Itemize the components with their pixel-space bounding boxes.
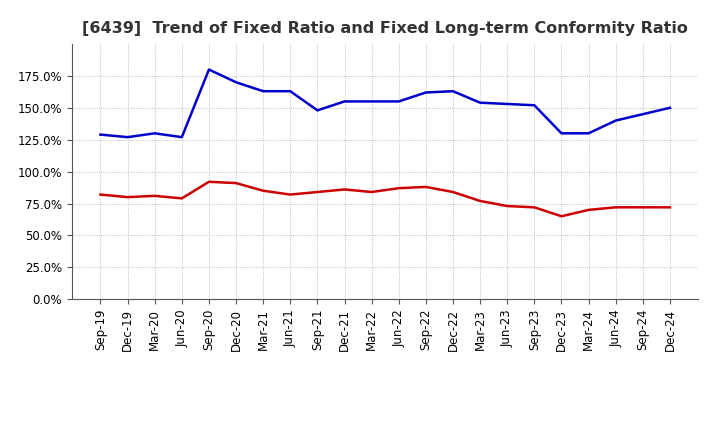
Fixed Long-term Conformity Ratio [611, 205, 620, 210]
Fixed Ratio [421, 90, 430, 95]
Fixed Ratio [639, 111, 647, 117]
Fixed Ratio [178, 135, 186, 140]
Fixed Long-term Conformity Ratio [421, 184, 430, 190]
Fixed Long-term Conformity Ratio [341, 187, 349, 192]
Fixed Long-term Conformity Ratio [639, 205, 647, 210]
Line: Fixed Ratio: Fixed Ratio [101, 70, 670, 137]
Fixed Ratio [123, 135, 132, 140]
Fixed Ratio [530, 103, 539, 108]
Fixed Long-term Conformity Ratio [367, 189, 376, 194]
Fixed Long-term Conformity Ratio [313, 189, 322, 194]
Fixed Long-term Conformity Ratio [286, 192, 294, 197]
Fixed Long-term Conformity Ratio [204, 179, 213, 184]
Fixed Long-term Conformity Ratio [178, 196, 186, 201]
Fixed Ratio [395, 99, 403, 104]
Fixed Ratio [150, 131, 159, 136]
Fixed Long-term Conformity Ratio [96, 192, 105, 197]
Fixed Ratio [476, 100, 485, 105]
Fixed Ratio [367, 99, 376, 104]
Fixed Ratio [503, 101, 511, 106]
Fixed Long-term Conformity Ratio [503, 203, 511, 209]
Fixed Ratio [259, 88, 268, 94]
Fixed Ratio [313, 108, 322, 113]
Fixed Ratio [665, 105, 674, 110]
Fixed Ratio [611, 118, 620, 123]
Fixed Long-term Conformity Ratio [584, 207, 593, 213]
Line: Fixed Long-term Conformity Ratio: Fixed Long-term Conformity Ratio [101, 182, 670, 216]
Fixed Long-term Conformity Ratio [665, 205, 674, 210]
Fixed Long-term Conformity Ratio [259, 188, 268, 194]
Fixed Long-term Conformity Ratio [557, 214, 566, 219]
Fixed Ratio [341, 99, 349, 104]
Title: [6439]  Trend of Fixed Ratio and Fixed Long-term Conformity Ratio: [6439] Trend of Fixed Ratio and Fixed Lo… [82, 21, 688, 36]
Fixed Long-term Conformity Ratio [476, 198, 485, 204]
Fixed Long-term Conformity Ratio [232, 180, 240, 186]
Fixed Long-term Conformity Ratio [123, 194, 132, 200]
Fixed Long-term Conformity Ratio [395, 186, 403, 191]
Legend: Fixed Ratio, Fixed Long-term Conformity Ratio: Fixed Ratio, Fixed Long-term Conformity … [190, 438, 580, 440]
Fixed Ratio [204, 67, 213, 72]
Fixed Ratio [584, 131, 593, 136]
Fixed Ratio [449, 88, 457, 94]
Fixed Ratio [286, 88, 294, 94]
Fixed Ratio [557, 131, 566, 136]
Fixed Ratio [232, 80, 240, 85]
Fixed Ratio [96, 132, 105, 137]
Fixed Long-term Conformity Ratio [150, 193, 159, 198]
Fixed Long-term Conformity Ratio [449, 189, 457, 194]
Fixed Long-term Conformity Ratio [530, 205, 539, 210]
